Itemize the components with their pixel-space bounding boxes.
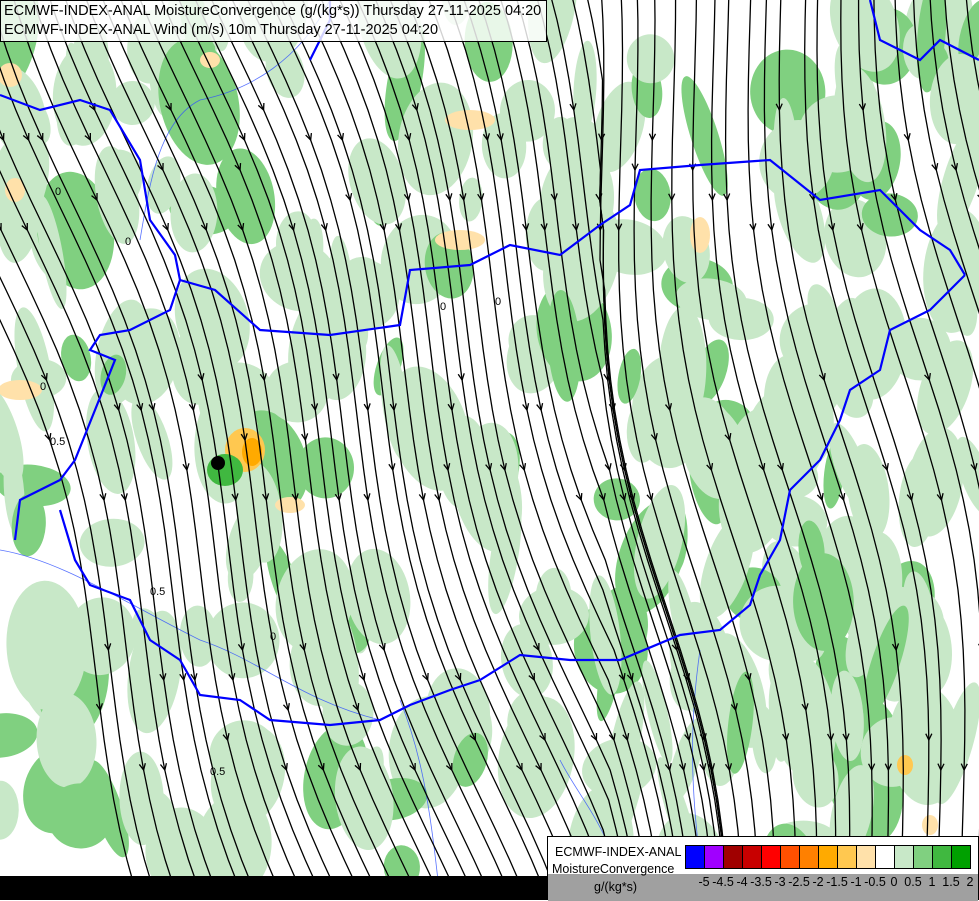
legend-swatch bbox=[933, 846, 952, 868]
legend-swatch bbox=[952, 846, 970, 868]
legend-swatch bbox=[895, 846, 914, 868]
legend-swatch bbox=[876, 846, 895, 868]
contour-label: 0 bbox=[495, 296, 501, 308]
legend-swatch bbox=[705, 846, 724, 868]
convergence-patch bbox=[445, 110, 495, 130]
contour-label: 0 bbox=[55, 186, 61, 198]
color-legend: ECMWF-INDEX-ANAL MoistureConvergence g/(… bbox=[547, 836, 979, 900]
legend-tick-label: -3.5 bbox=[750, 875, 772, 889]
legend-swatch bbox=[724, 846, 743, 868]
contour-label: 0 bbox=[125, 236, 131, 248]
legend-tick-label: -2.5 bbox=[788, 875, 810, 889]
legend-swatch bbox=[838, 846, 857, 868]
legend-colorbar bbox=[685, 845, 971, 869]
contour-label: 0 bbox=[440, 301, 446, 313]
legend-swatch bbox=[781, 846, 800, 868]
legend-tick-label: 2 bbox=[967, 875, 974, 889]
legend-tick-label: 0.5 bbox=[904, 875, 921, 889]
legend-tick-label: -5 bbox=[698, 875, 709, 889]
map-title-box: ECMWF-INDEX-ANAL MoistureConvergence (g/… bbox=[0, 0, 547, 42]
legend-tick-label: -2 bbox=[812, 875, 823, 889]
convergence-patch bbox=[0, 780, 19, 840]
legend-tick-label: 0 bbox=[891, 875, 898, 889]
legend-swatch bbox=[686, 846, 705, 868]
convergence-patch bbox=[922, 815, 938, 835]
convergence-patch bbox=[622, 30, 679, 88]
convergence-patch bbox=[489, 690, 584, 824]
bottom-strip bbox=[0, 876, 548, 900]
legend-tick-label: -4.5 bbox=[712, 875, 734, 889]
legend-swatch bbox=[914, 846, 933, 868]
title-wind: ECMWF-INDEX-ANAL Wind (m/s) 10m Thursday… bbox=[4, 21, 543, 40]
legend-model: ECMWF-INDEX-ANAL bbox=[555, 845, 681, 859]
legend-parameter: MoistureConvergence bbox=[552, 862, 674, 876]
legend-swatch bbox=[857, 846, 876, 868]
convergence-patch bbox=[0, 709, 40, 762]
contour-label: 0.5 bbox=[150, 586, 165, 598]
convergence-patch bbox=[275, 497, 305, 513]
legend-tick-label: -1 bbox=[850, 875, 861, 889]
legend-tick-label: -0.5 bbox=[864, 875, 886, 889]
contour-label: 0 bbox=[40, 381, 46, 393]
legend-tick-label: 1.5 bbox=[942, 875, 959, 889]
convergence-patch bbox=[897, 755, 913, 775]
contour-label: 0 bbox=[270, 631, 276, 643]
legend-swatch bbox=[762, 846, 781, 868]
convergence-patch bbox=[207, 454, 243, 486]
legend-tick-label: 1 bbox=[929, 875, 936, 889]
contour-label: 0.5 bbox=[210, 766, 225, 778]
legend-ticks: -5-4.5-4-3.5-3-2.5-2-1.5-1-0.5 0 0.5 1 1.5 2 bbox=[548, 875, 978, 895]
legend-swatch bbox=[819, 846, 838, 868]
convergence-patch bbox=[0, 380, 42, 400]
convergence-patch bbox=[435, 230, 485, 250]
legend-swatch bbox=[800, 846, 819, 868]
convergence-patch bbox=[690, 217, 710, 253]
title-moisture: ECMWF-INDEX-ANAL MoistureConvergence (g/… bbox=[4, 2, 543, 21]
legend-tick-label: -3 bbox=[774, 875, 785, 889]
legend-tick-label: -4 bbox=[736, 875, 747, 889]
convergence-patch bbox=[672, 72, 736, 200]
legend-tick-label: -1.5 bbox=[826, 875, 848, 889]
convergence-patch bbox=[631, 166, 674, 223]
contour-label: 0.5 bbox=[50, 436, 65, 448]
legend-swatch bbox=[743, 846, 762, 868]
